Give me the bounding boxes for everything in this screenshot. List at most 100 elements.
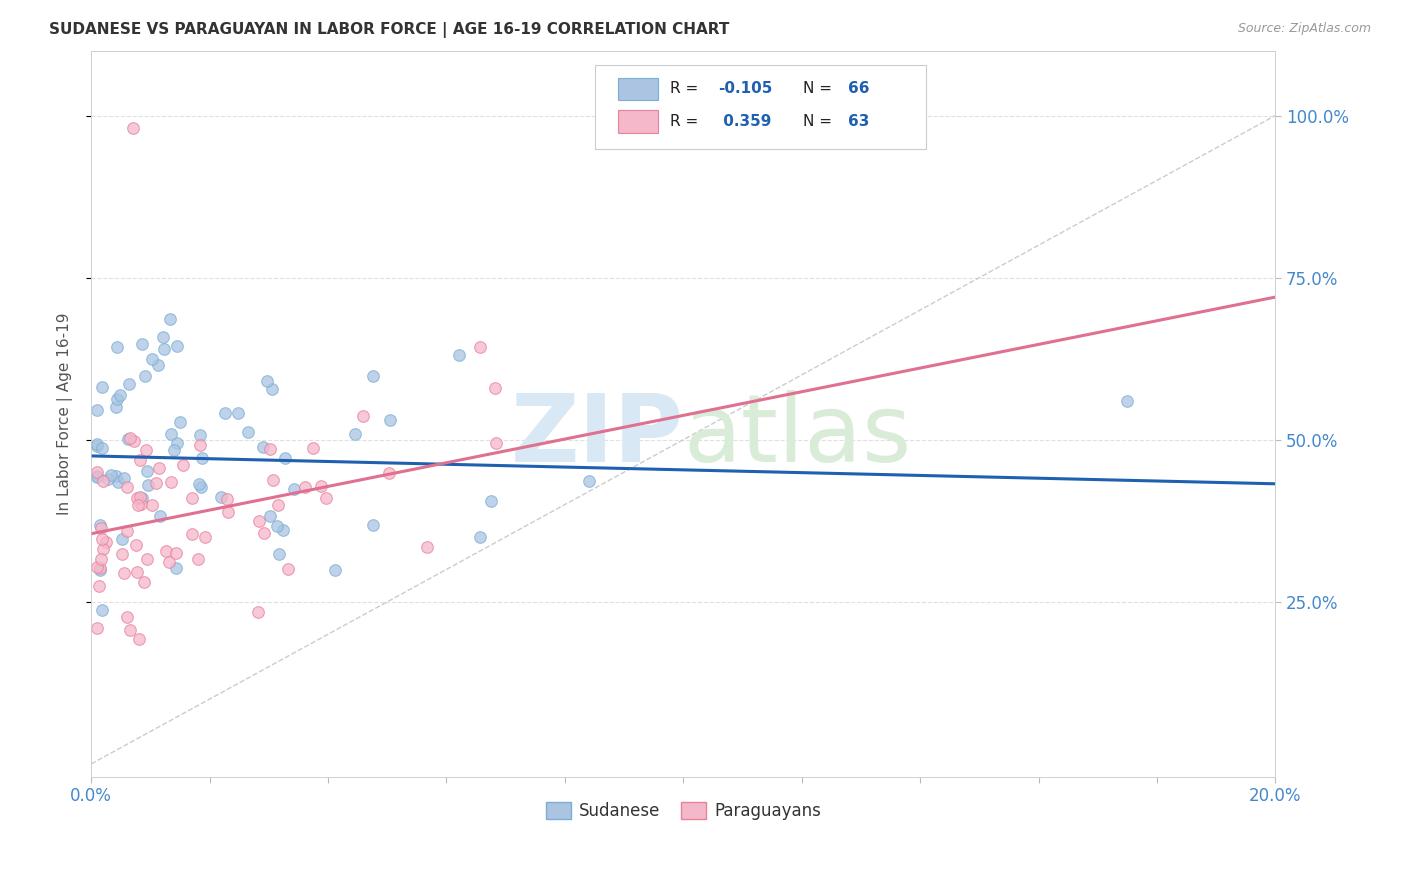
- Point: [105, 392, 128, 406]
- Text: atlas: atlas: [683, 390, 911, 482]
- Point: [145, 475, 167, 490]
- Point: [132, 574, 155, 589]
- Point: [277, 562, 299, 576]
- Text: 0.359: 0.359: [717, 114, 770, 128]
- Point: [247, 514, 270, 528]
- Point: [86, 437, 108, 451]
- Point: [181, 491, 204, 505]
- Point: [89, 518, 111, 533]
- Point: [91, 474, 114, 488]
- Point: [172, 458, 194, 472]
- Point: [479, 494, 502, 508]
- Point: [181, 527, 204, 541]
- Point: [214, 406, 236, 420]
- Point: [169, 415, 191, 429]
- Point: [134, 368, 156, 383]
- Point: [259, 442, 281, 456]
- Point: [90, 551, 112, 566]
- Point: [129, 497, 152, 511]
- Point: [155, 544, 177, 558]
- Point: [271, 523, 294, 537]
- Point: [578, 474, 600, 488]
- Point: [262, 473, 284, 487]
- Point: [484, 381, 506, 395]
- Point: [125, 565, 148, 579]
- Point: [90, 380, 112, 394]
- Point: [125, 538, 148, 552]
- Point: [118, 376, 141, 391]
- Point: [120, 431, 142, 445]
- Point: [256, 374, 278, 388]
- Point: [468, 340, 491, 354]
- Point: [274, 450, 297, 465]
- Point: [209, 490, 232, 504]
- Text: Source: ZipAtlas.com: Source: ZipAtlas.com: [1237, 22, 1371, 36]
- Point: [141, 352, 163, 367]
- Point: [187, 552, 209, 566]
- Text: ZIP: ZIP: [510, 390, 683, 482]
- Point: [128, 632, 150, 646]
- Point: [159, 427, 181, 442]
- Point: [159, 312, 181, 326]
- Y-axis label: In Labor Force | Age 16-19: In Labor Force | Age 16-19: [58, 312, 73, 515]
- Point: [217, 505, 239, 519]
- Point: [315, 491, 337, 506]
- FancyBboxPatch shape: [619, 78, 658, 100]
- Point: [117, 432, 139, 446]
- Point: [108, 388, 131, 402]
- Point: [253, 525, 276, 540]
- Legend: Sudanese, Paraguayans: Sudanese, Paraguayans: [538, 795, 828, 827]
- Point: [104, 469, 127, 483]
- Point: [236, 425, 259, 440]
- Point: [107, 475, 129, 489]
- Point: [136, 551, 159, 566]
- Point: [89, 563, 111, 577]
- Point: [361, 517, 384, 532]
- Point: [91, 532, 114, 546]
- Text: N =: N =: [803, 114, 837, 128]
- Point: [111, 532, 134, 546]
- Point: [136, 464, 159, 478]
- Point: [166, 339, 188, 353]
- Point: [91, 603, 114, 617]
- Point: [260, 382, 283, 396]
- Point: [115, 480, 138, 494]
- Point: [89, 561, 111, 575]
- Point: [165, 561, 187, 575]
- Point: [86, 402, 108, 417]
- Point: [148, 460, 170, 475]
- Text: -0.105: -0.105: [717, 81, 772, 96]
- Point: [136, 478, 159, 492]
- Point: [259, 508, 281, 523]
- Text: R =: R =: [671, 81, 703, 96]
- FancyBboxPatch shape: [619, 110, 658, 133]
- Point: [128, 453, 150, 467]
- Point: [301, 441, 323, 455]
- Point: [294, 480, 316, 494]
- Point: [94, 534, 117, 549]
- Point: [447, 348, 470, 362]
- Point: [141, 498, 163, 512]
- Point: [127, 498, 149, 512]
- Point: [252, 440, 274, 454]
- Point: [361, 368, 384, 383]
- Point: [226, 406, 249, 420]
- Point: [86, 621, 108, 635]
- Point: [266, 519, 288, 533]
- Point: [157, 556, 180, 570]
- Point: [86, 469, 108, 483]
- Point: [485, 436, 508, 450]
- Point: [121, 121, 143, 136]
- Point: [188, 428, 211, 442]
- Point: [100, 467, 122, 482]
- Point: [86, 468, 108, 483]
- Point: [91, 541, 114, 556]
- Point: [163, 443, 186, 458]
- Point: [124, 434, 146, 449]
- Point: [120, 623, 142, 637]
- Point: [86, 465, 108, 479]
- Point: [352, 409, 374, 424]
- Point: [86, 439, 108, 453]
- Point: [135, 443, 157, 458]
- Point: [90, 442, 112, 456]
